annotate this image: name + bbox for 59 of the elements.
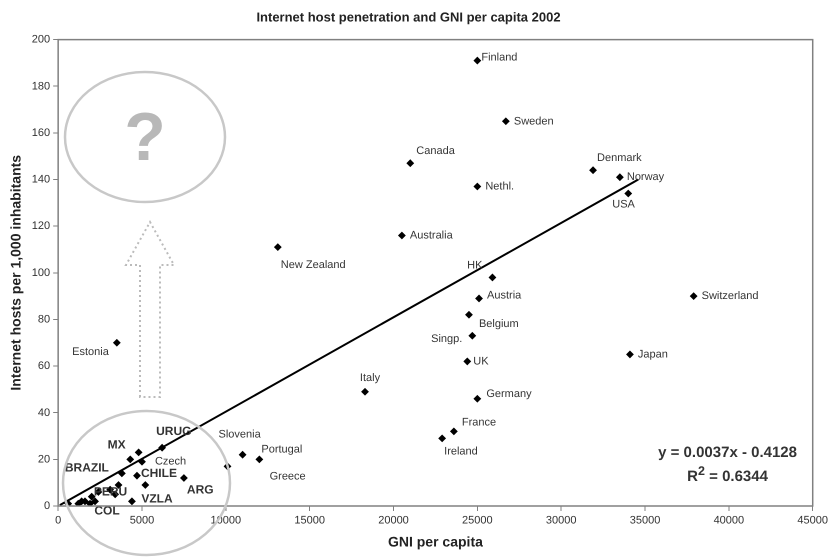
annotation: Denmark [597, 152, 642, 164]
question-mark-ellipse: ? [63, 70, 227, 204]
y-tick-label: 180 [32, 80, 50, 92]
annotation: Ireland [444, 445, 478, 458]
annotation: Nethl. [485, 180, 514, 193]
y-tick-label: 160 [32, 126, 50, 139]
annotation: Canada [416, 145, 456, 158]
annotation: Slovenia [218, 428, 262, 440]
x-tick-label: 40000 [714, 514, 744, 527]
y-tick-label: 20 [38, 453, 50, 466]
annotation: URUG [156, 424, 192, 438]
x-tick-label: 5000 [130, 514, 154, 527]
annotation: Austria [487, 289, 522, 302]
annotation: USA [612, 198, 636, 211]
annotation: Switzerland [702, 290, 759, 302]
x-tick-label: 30000 [546, 514, 576, 527]
annotation: Czech [154, 456, 186, 468]
annotation: Portugal [261, 443, 302, 456]
annotation: MX [108, 438, 126, 452]
annotation: y = 0.0037x - 0.4128 [658, 443, 797, 462]
annotation: Sweden [514, 115, 554, 128]
annotation: France [462, 416, 496, 428]
annotation: UK [473, 355, 490, 368]
x-tick-label: 20000 [378, 514, 409, 527]
annotation: Singp. [431, 332, 462, 345]
annotation: CHILE [140, 466, 177, 480]
annotation: New Zealand [280, 259, 346, 272]
x-tick-label: 15000 [294, 514, 325, 527]
y-tick-label: 200 [32, 34, 50, 46]
y-tick-label: 140 [32, 174, 50, 186]
annotation: Italy [360, 372, 381, 384]
annotation: Finland [481, 52, 518, 64]
y-tick-label: 40 [38, 406, 50, 419]
y-tick-label: 100 [32, 266, 50, 279]
y-tick-label: 0 [44, 500, 50, 512]
annotation: Japan [638, 348, 668, 360]
annotation: Australia [410, 230, 454, 242]
x-tick-label: 25000 [462, 514, 493, 527]
y-tick-label: 80 [38, 313, 50, 326]
annotation: Greece [270, 470, 306, 483]
annotation: HK [467, 259, 484, 272]
chart-title: Internet host penetration and GNI per capita 2002 [256, 9, 561, 24]
x-tick-label: 45000 [797, 514, 828, 527]
y-tick-label: 60 [38, 360, 50, 372]
x-tick-label: 0 [55, 514, 62, 527]
y-tick-label: 120 [32, 220, 50, 232]
annotation: Norway [626, 171, 665, 184]
annotation: BRAZIL [64, 460, 109, 475]
annotation: VZLA [141, 491, 174, 506]
y-axis-title: Internet hosts per 1,000 inhabitants [7, 154, 24, 391]
annotation: Belgium [478, 318, 519, 330]
x-axis-title: GNI per capita [388, 533, 484, 550]
annotation: Germany [486, 388, 532, 400]
annotation: ? [124, 99, 166, 175]
annotation: ARG [186, 482, 214, 496]
x-tick-label: 35000 [630, 514, 660, 527]
annotation: COL [94, 503, 120, 518]
annotation: R$^{2}$ = 0.6344 [686, 463, 769, 486]
annotation: Estonia [72, 346, 110, 358]
